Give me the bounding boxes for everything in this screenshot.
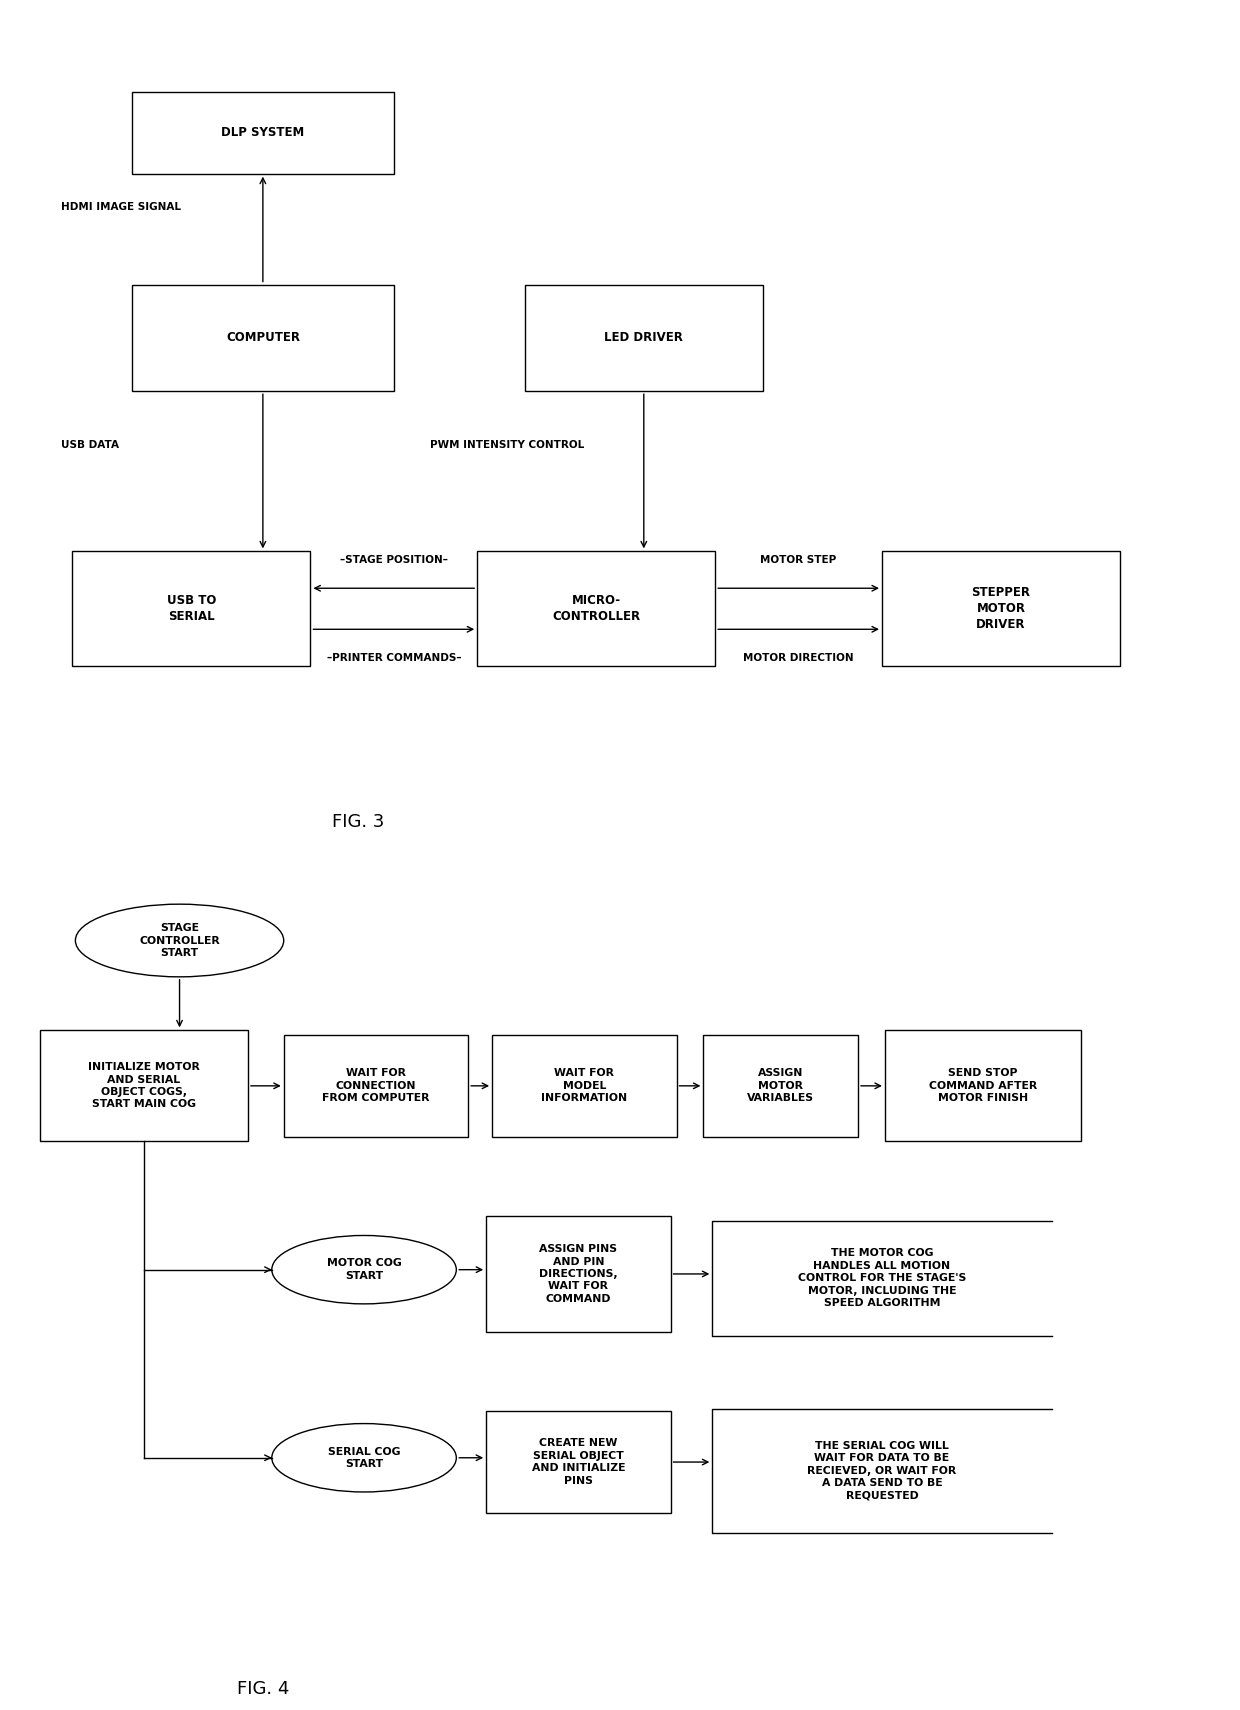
FancyBboxPatch shape [72, 551, 310, 667]
Text: ASSIGN
MOTOR
VARIABLES: ASSIGN MOTOR VARIABLES [748, 1069, 815, 1103]
Text: WAIT FOR
CONNECTION
FROM COMPUTER: WAIT FOR CONNECTION FROM COMPUTER [322, 1069, 430, 1103]
Text: COMPUTER: COMPUTER [226, 332, 300, 344]
Text: SERIAL COG
START: SERIAL COG START [327, 1447, 401, 1469]
Text: DLP SYSTEM: DLP SYSTEM [221, 127, 305, 139]
Text: STEPPER
MOTOR
DRIVER: STEPPER MOTOR DRIVER [971, 587, 1030, 631]
FancyBboxPatch shape [486, 1216, 671, 1332]
Text: SEND STOP
COMMAND AFTER
MOTOR FINISH: SEND STOP COMMAND AFTER MOTOR FINISH [929, 1069, 1037, 1103]
Ellipse shape [272, 1423, 456, 1491]
Text: ASSIGN PINS
AND PIN
DIRECTIONS,
WAIT FOR
COMMAND: ASSIGN PINS AND PIN DIRECTIONS, WAIT FOR… [539, 1245, 618, 1303]
Text: THE SERIAL COG WILL
WAIT FOR DATA TO BE
RECIEVED, OR WAIT FOR
A DATA SEND TO BE
: THE SERIAL COG WILL WAIT FOR DATA TO BE … [807, 1442, 956, 1500]
Text: PWM INTENSITY CONTROL: PWM INTENSITY CONTROL [429, 439, 584, 450]
Text: INITIALIZE MOTOR
AND SERIAL
OBJECT COGS,
START MAIN COG: INITIALIZE MOTOR AND SERIAL OBJECT COGS,… [88, 1062, 200, 1110]
Text: MOTOR DIRECTION: MOTOR DIRECTION [743, 653, 854, 663]
FancyBboxPatch shape [703, 1035, 858, 1137]
FancyBboxPatch shape [882, 551, 1120, 667]
Text: USB TO
SERIAL: USB TO SERIAL [166, 595, 216, 622]
FancyBboxPatch shape [486, 1411, 671, 1513]
FancyBboxPatch shape [477, 551, 715, 667]
Text: FIG. 3: FIG. 3 [332, 814, 384, 831]
Text: STAGE
CONTROLLER
START: STAGE CONTROLLER START [139, 923, 219, 958]
Text: MICRO-
CONTROLLER: MICRO- CONTROLLER [552, 595, 640, 622]
Text: CREATE NEW
SERIAL OBJECT
AND INITIALIZE
PINS: CREATE NEW SERIAL OBJECT AND INITIALIZE … [532, 1438, 625, 1486]
Text: THE MOTOR COG
HANDLES ALL MOTION
CONTROL FOR THE STAGE'S
MOTOR, INCLUDING THE
SP: THE MOTOR COG HANDLES ALL MOTION CONTROL… [797, 1248, 966, 1308]
FancyBboxPatch shape [131, 284, 394, 392]
Text: USB DATA: USB DATA [61, 439, 119, 450]
Text: MOTOR COG
START: MOTOR COG START [326, 1259, 402, 1281]
Text: WAIT FOR
MODEL
INFORMATION: WAIT FOR MODEL INFORMATION [541, 1069, 627, 1103]
FancyBboxPatch shape [131, 92, 394, 174]
Text: FIG. 4: FIG. 4 [237, 1679, 289, 1698]
Text: –PRINTER COMMANDS–: –PRINTER COMMANDS– [326, 653, 461, 663]
FancyBboxPatch shape [40, 1029, 248, 1142]
Text: MOTOR STEP: MOTOR STEP [760, 554, 837, 564]
FancyBboxPatch shape [525, 284, 763, 392]
Text: –STAGE POSITION–: –STAGE POSITION– [340, 554, 448, 564]
Text: HDMI IMAGE SIGNAL: HDMI IMAGE SIGNAL [61, 202, 181, 212]
Ellipse shape [272, 1235, 456, 1305]
Text: LED DRIVER: LED DRIVER [604, 332, 683, 344]
FancyBboxPatch shape [284, 1035, 469, 1137]
Ellipse shape [76, 905, 284, 976]
FancyBboxPatch shape [885, 1029, 1081, 1142]
FancyBboxPatch shape [492, 1035, 677, 1137]
